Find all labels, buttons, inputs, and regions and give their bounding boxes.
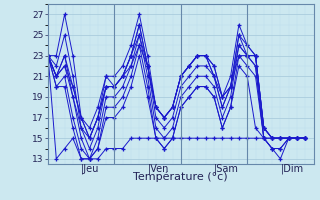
- Text: |Dim: |Dim: [280, 164, 304, 174]
- Text: |Jeu: |Jeu: [81, 164, 100, 174]
- Text: |Ven: |Ven: [148, 164, 169, 174]
- Text: |Sam: |Sam: [214, 164, 239, 174]
- X-axis label: Température (°c): Température (°c): [133, 172, 228, 182]
